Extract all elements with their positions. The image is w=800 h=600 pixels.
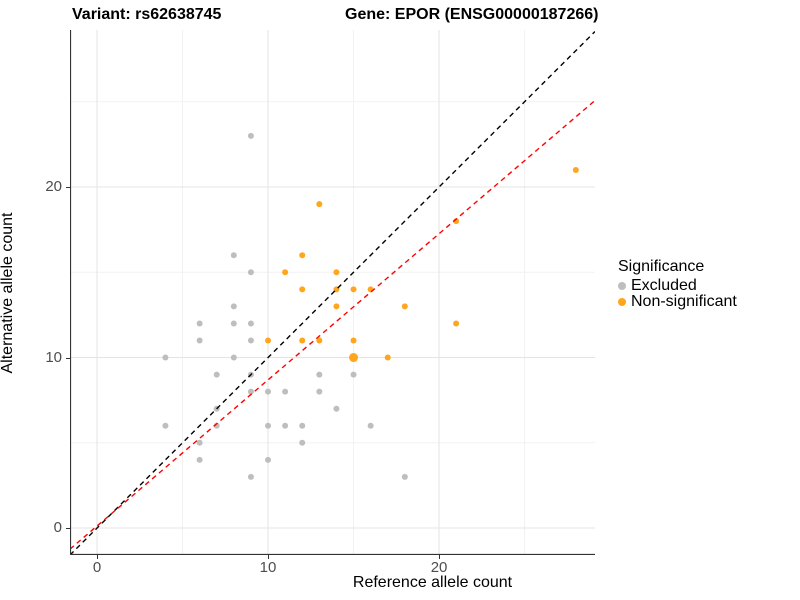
data-point (247, 337, 254, 344)
data-point (196, 439, 203, 446)
legend-item-non-significant: Non-significant (618, 293, 737, 310)
gene-title: Gene: EPOR (ENSG00000187266) (345, 6, 599, 23)
data-point (196, 337, 203, 344)
data-point (162, 422, 169, 429)
data-point (367, 422, 374, 429)
y-axis-title: Alternative allele count (0, 212, 16, 374)
data-point (230, 354, 237, 361)
data-point (384, 354, 391, 361)
variant-title: Variant: rs62638745 (72, 6, 222, 23)
excluded-swatch-icon (618, 282, 626, 290)
data-point (349, 353, 359, 363)
data-point (213, 371, 220, 378)
data-point (299, 252, 306, 259)
y-tick-label: 20 (45, 178, 62, 196)
data-point (282, 388, 289, 395)
data-point (350, 371, 357, 378)
data-point (333, 405, 340, 412)
y-tick-label: 10 (45, 348, 62, 366)
data-point (282, 269, 289, 276)
data-point (299, 286, 306, 293)
x-tick-mark (97, 555, 99, 559)
data-point (333, 303, 340, 310)
x-tick-mark (439, 555, 441, 559)
data-point (247, 388, 254, 395)
fit-line (70, 99, 595, 550)
data-point (453, 320, 460, 327)
data-point (196, 320, 203, 327)
x-tick-label: 20 (430, 559, 448, 576)
x-tick-mark (268, 555, 270, 559)
data-point (299, 337, 306, 344)
data-point (282, 422, 289, 429)
data-point (162, 354, 169, 361)
data-point (401, 303, 408, 310)
data-point (230, 252, 237, 259)
legend: Significance Excluded Non-significant (618, 258, 737, 310)
data-point (350, 337, 357, 344)
data-point (316, 371, 323, 378)
y-tick-mark (66, 187, 70, 189)
data-point (316, 201, 323, 208)
data-point (333, 269, 340, 276)
data-point (299, 439, 306, 446)
data-point (247, 132, 254, 139)
data-point (230, 303, 237, 310)
data-point (316, 388, 323, 395)
data-point (401, 473, 408, 480)
legend-item-label: Excluded (631, 277, 697, 294)
data-point (265, 388, 272, 395)
x-axis-title: Reference allele count (352, 574, 513, 591)
y-tick-label: 0 (53, 519, 62, 537)
non-significant-swatch-icon (618, 298, 626, 306)
data-point (572, 166, 579, 173)
data-point (265, 337, 272, 344)
plot-panel (70, 30, 595, 555)
legend-item-label: Non-significant (631, 293, 737, 310)
data-point (265, 456, 272, 463)
data-point (299, 422, 306, 429)
data-point (316, 337, 323, 344)
y-tick-mark (66, 357, 70, 359)
x-tick-label: 10 (259, 559, 277, 576)
x-tick-label: 0 (92, 559, 102, 576)
data-point (230, 320, 237, 327)
data-point (196, 456, 203, 463)
identity-line (70, 31, 595, 555)
legend-title: Significance (618, 258, 705, 275)
data-point (247, 320, 254, 327)
data-point (247, 473, 254, 480)
data-point (247, 269, 254, 276)
data-point (367, 286, 374, 293)
legend-item-excluded: Excluded (618, 277, 737, 294)
data-point (350, 286, 357, 293)
data-point (265, 422, 272, 429)
y-tick-mark (66, 528, 70, 530)
